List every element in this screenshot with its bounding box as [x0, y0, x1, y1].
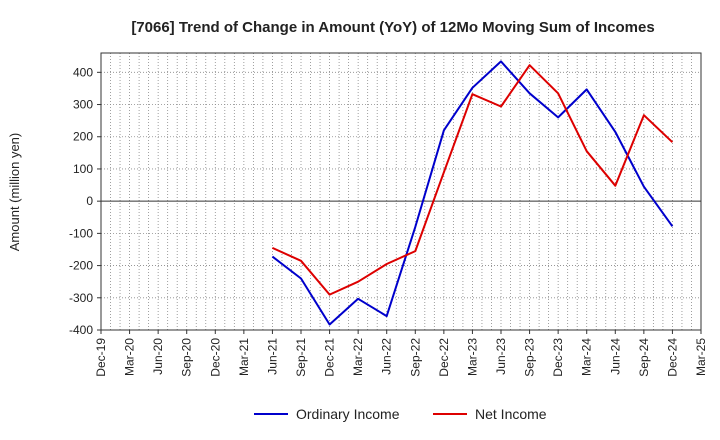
plot-area-border [100, 52, 702, 331]
legend-label-net-income: Net Income [475, 406, 547, 422]
legend-label-ordinary-income: Ordinary Income [296, 406, 400, 422]
legend: Ordinary Income Net Income [254, 406, 547, 422]
x-tick-label: Jun-22 [380, 338, 394, 375]
chart-title: [7066] Trend of Change in Amount (YoY) o… [131, 19, 654, 36]
axes: Dec-19 Mar-20 Jun-20 Sep-20 Dec-20 Mar-21 Jun-… [69, 52, 708, 377]
x-tick-label: Mar-24 [580, 338, 594, 376]
x-tick-label: Jun-20 [151, 338, 165, 375]
y-tick-label: 300 [73, 98, 93, 112]
x-tick-label: Sep-23 [523, 338, 537, 377]
series-lines [271, 60, 674, 326]
x-tick-label: Sep-24 [637, 338, 651, 377]
y-tick-label: 200 [73, 130, 93, 144]
x-tick-label: Dec-21 [323, 338, 337, 377]
x-tick-label: Mar-25 [694, 338, 708, 376]
y-tick-label: -300 [69, 291, 93, 305]
x-tick-label: Dec-19 [94, 338, 108, 377]
y-tick-label: 100 [73, 162, 93, 176]
series-line-net-income [271, 64, 674, 296]
x-tick-label: Sep-22 [408, 338, 422, 377]
x-tick-label: Dec-23 [551, 338, 565, 377]
y-tick-label: -400 [69, 323, 93, 337]
x-tick-label: Jun-23 [494, 338, 508, 375]
y-tick-label: -200 [69, 259, 93, 273]
series-line-ordinary-income [271, 60, 674, 326]
x-tick-label: Jun-21 [265, 338, 279, 375]
x-tick-label: Dec-22 [437, 338, 451, 377]
x-tick-label: Sep-20 [180, 338, 194, 377]
x-tick-label: Mar-20 [123, 338, 137, 376]
x-tick-label: Mar-22 [351, 338, 365, 376]
x-tick-label: Dec-24 [665, 338, 679, 377]
grid [101, 53, 701, 330]
x-tick-label: Mar-21 [237, 338, 251, 376]
y-tick-label: -100 [69, 226, 93, 240]
y-axis-label: Amount (million yen) [7, 133, 22, 252]
y-tick-label: 400 [73, 65, 93, 79]
x-tick-label: Dec-20 [208, 338, 222, 377]
x-tick-label: Sep-21 [294, 338, 308, 377]
x-tick-label: Mar-23 [465, 338, 479, 376]
x-tick-label: Jun-24 [608, 338, 622, 375]
y-tick-label: 0 [86, 194, 93, 208]
